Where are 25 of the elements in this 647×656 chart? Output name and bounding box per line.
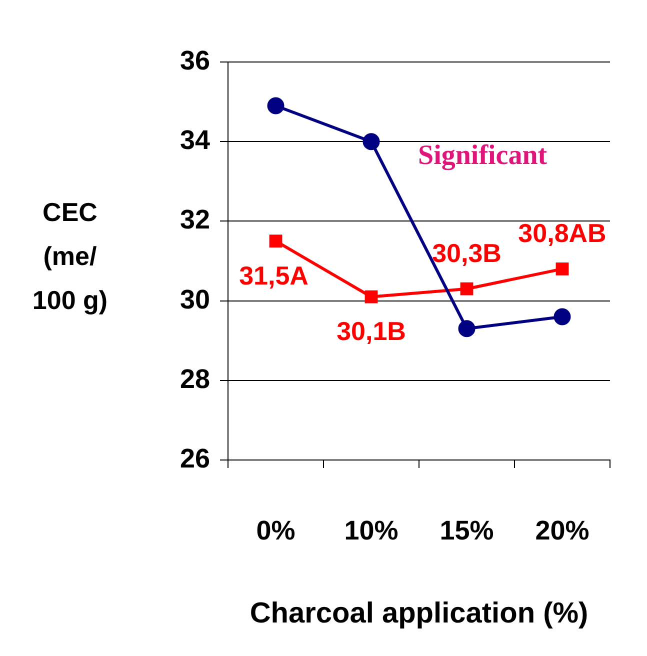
y-tick-label: 36 xyxy=(180,45,210,76)
point xyxy=(269,234,282,248)
x-tick-label: 0% xyxy=(256,516,296,546)
y-tick-label: 30 xyxy=(180,284,210,314)
x-axis-title: Charcoal application (%) xyxy=(250,598,588,630)
data-label: 30,8AB xyxy=(518,218,606,248)
y-tick-label: 28 xyxy=(180,364,210,394)
y-tick-label: 26 xyxy=(180,443,210,474)
x-tick-label: 10% xyxy=(344,516,398,546)
point xyxy=(267,97,284,114)
data-label: 30,3B xyxy=(432,238,502,268)
point xyxy=(458,320,476,338)
annotation: Significant xyxy=(418,140,548,172)
x-tick-label: 20% xyxy=(535,516,590,546)
point xyxy=(460,282,474,296)
data-label: 31,5A xyxy=(239,260,309,290)
x-tick-label: 15% xyxy=(440,516,494,546)
y-tick-label: 34 xyxy=(180,125,210,156)
y-tick-label: 32 xyxy=(180,204,210,235)
data-label: 30,1B xyxy=(336,316,406,346)
point xyxy=(364,290,378,304)
point xyxy=(554,308,571,326)
point xyxy=(362,133,380,150)
y-axis-title: CEC (me/ 100 g) xyxy=(31,196,109,317)
point xyxy=(556,262,569,276)
